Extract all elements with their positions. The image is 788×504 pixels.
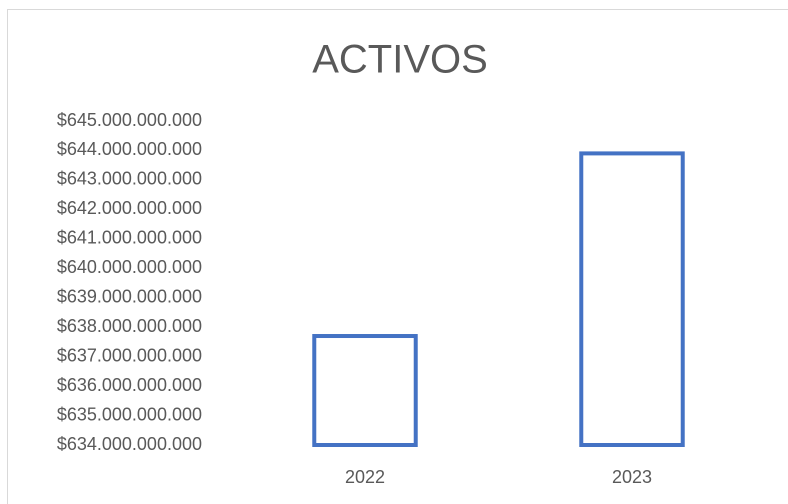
x-tick-label: 2022: [345, 467, 385, 487]
y-tick-label: $635.000.000.000: [57, 404, 202, 424]
y-tick-label: $643.000.000.000: [57, 169, 202, 189]
bar: [312, 334, 418, 448]
chart-frame: [7, 9, 788, 504]
bar: [579, 151, 685, 447]
y-tick-label: $642.000.000.000: [57, 198, 202, 218]
y-tick-label: $638.000.000.000: [57, 316, 202, 336]
y-tick-label: $645.000.000.000: [57, 110, 202, 130]
y-tick-label: $640.000.000.000: [57, 257, 202, 277]
y-tick-label: $644.000.000.000: [57, 139, 202, 159]
y-tick-label: $637.000.000.000: [57, 345, 202, 365]
chart-title: ACTIVOS: [312, 38, 488, 82]
y-tick-label: $636.000.000.000: [57, 375, 202, 395]
y-tick-label: $641.000.000.000: [57, 228, 202, 248]
y-tick-label: $634.000.000.000: [57, 434, 202, 454]
x-tick-label: 2023: [612, 467, 652, 487]
y-tick-label: $639.000.000.000: [57, 286, 202, 306]
